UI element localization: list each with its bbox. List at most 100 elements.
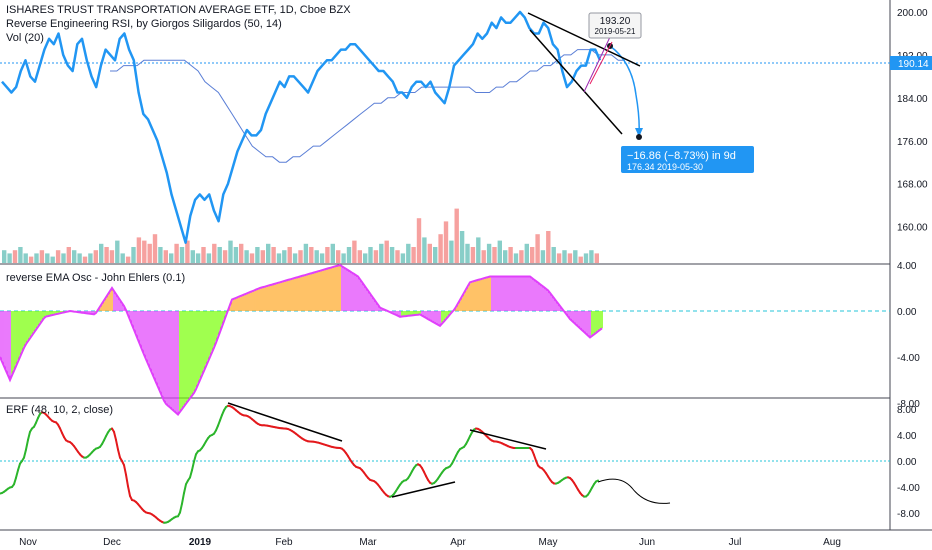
- volume-bar: [292, 253, 298, 263]
- time-tick-label: Dec: [103, 537, 121, 548]
- erf-segment: [113, 430, 117, 441]
- volume-bar: [503, 250, 508, 263]
- volume-bar: [174, 243, 179, 263]
- volume-bar: [23, 253, 28, 263]
- erf-segment: [193, 453, 197, 463]
- volume-bar: [341, 253, 346, 263]
- volume-bar: [201, 247, 206, 263]
- volume-bar: [142, 240, 147, 263]
- volume-bar: [578, 256, 583, 263]
- volume-bar: [433, 247, 438, 263]
- volume-bar: [492, 247, 497, 263]
- volume-bar: [379, 243, 384, 263]
- forecast-end-point: [636, 134, 642, 140]
- volume-bar: [562, 250, 567, 263]
- moving-average-line: [110, 49, 625, 163]
- forecast-label: −16.86 (−8.73%) in 9d 176.34 2019-05-30: [621, 146, 754, 173]
- oscillator-histogram: [0, 265, 603, 415]
- erf-segment: [25, 438, 29, 451]
- price-tick-label: 200.00: [897, 8, 928, 19]
- channel-line-1: [583, 36, 611, 93]
- price-tick-label: 176.00: [897, 137, 928, 148]
- volume-bar: [233, 247, 239, 263]
- forecast-change-text: −16.86 (−8.73%) in 9d: [627, 150, 736, 162]
- erf-segment: [23, 448, 27, 459]
- time-tick-label: Apr: [450, 537, 466, 548]
- trendline-upper: [527, 12, 641, 67]
- volume-bar: [271, 247, 276, 263]
- volume-bar: [260, 250, 265, 263]
- trendline-lower: [529, 29, 623, 135]
- volume-bar: [357, 250, 362, 263]
- volume-bars: [2, 208, 599, 263]
- volume-bar: [583, 253, 589, 263]
- erf-segment: [123, 464, 127, 476]
- volume-bar: [535, 234, 540, 263]
- erf-segment: [179, 502, 183, 514]
- volume-bar: [594, 253, 599, 263]
- osc-tick-label: -4.00: [897, 353, 920, 364]
- erf-segment: [115, 438, 119, 451]
- erf-segment: [17, 462, 21, 472]
- volume-bar: [185, 240, 190, 263]
- volume-bar: [416, 218, 422, 263]
- volume-bar: [61, 253, 66, 263]
- volume-bar: [449, 240, 454, 263]
- volume-bar: [125, 256, 131, 263]
- volume-bar: [282, 250, 287, 263]
- erf-segment: [13, 476, 17, 486]
- erf-segment: [533, 453, 537, 462]
- time-tick-label: Jun: [639, 537, 655, 548]
- volume-bar: [34, 253, 39, 263]
- price-tick-label: 160.00: [897, 223, 928, 234]
- oscillator-outline: [0, 263, 603, 416]
- volume-bar: [66, 247, 71, 263]
- volume-bar: [309, 247, 314, 263]
- volume-bar: [303, 243, 309, 263]
- volume-bar: [519, 250, 524, 263]
- volume-bar: [206, 253, 212, 263]
- volume-bar: [486, 243, 492, 263]
- volume-bar: [546, 231, 551, 263]
- volume-bar: [465, 243, 470, 263]
- erf-segment: [189, 469, 193, 479]
- osc-tick-label: -8.00: [897, 399, 920, 410]
- price-tooltip: 193.20 2019-05-21: [588, 12, 642, 39]
- osc-tick-label: 0.00: [897, 307, 917, 318]
- volume-bar: [50, 256, 55, 263]
- volume-bar: [2, 250, 7, 263]
- volume-bar: [190, 250, 195, 263]
- volume-bar: [352, 240, 357, 263]
- volume-bar: [179, 247, 185, 263]
- volume-bar: [276, 253, 282, 263]
- osc-tick-label: 4.00: [897, 261, 917, 272]
- volume-bar: [287, 247, 292, 263]
- time-tick-label: Mar: [359, 537, 377, 548]
- volume-bar: [12, 250, 18, 263]
- oscillator-axis: 4.00 0.00 -4.00 -8.00: [897, 261, 920, 410]
- erf-segment: [127, 485, 131, 497]
- volume-bar: [120, 253, 125, 263]
- volume-bar: [212, 243, 217, 263]
- volume-bar: [325, 247, 330, 263]
- indicator-legend: Reverse Engineering RSI, by Giorgos Sili…: [6, 18, 282, 30]
- volume-bar: [158, 247, 163, 263]
- last-price-value: 190.14: [898, 59, 929, 70]
- price-tooltip-date: 2019-05-21: [595, 27, 636, 36]
- volume-bar: [77, 253, 82, 263]
- erf-tick-label: -8.00: [897, 509, 920, 520]
- volume-bar: [255, 247, 260, 263]
- volume-bar: [540, 250, 546, 263]
- erf-axis: 8.00 4.00 0.00 -4.00 -8.00: [897, 405, 920, 520]
- volume-bar: [556, 253, 562, 263]
- volume-bar: [28, 256, 34, 263]
- volume-bar: [152, 234, 158, 263]
- volume-bar: [330, 243, 335, 263]
- price-series: [1, 10, 643, 244]
- volume-bar: [476, 237, 481, 263]
- volume-bar: [373, 250, 379, 263]
- volume-bar: [298, 250, 303, 263]
- volume-bar: [530, 247, 535, 263]
- oscillator-legend: reverse EMA Osc - John Ehlers (0.1): [6, 272, 186, 284]
